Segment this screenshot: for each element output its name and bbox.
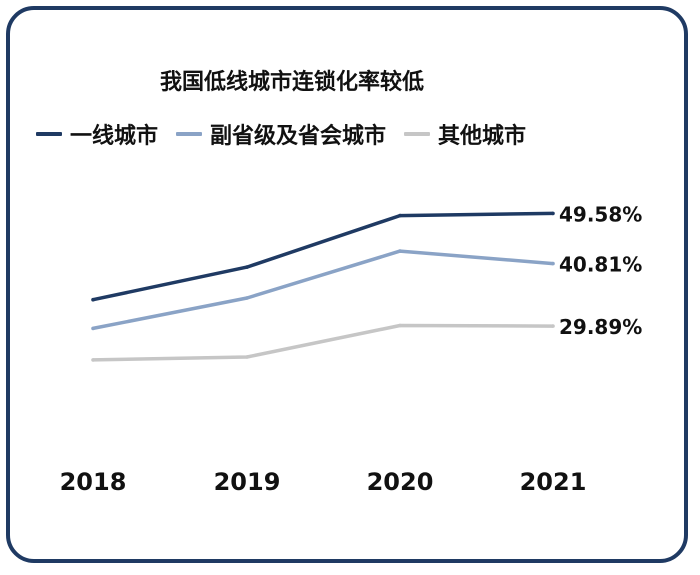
legend-swatch-provincial [176, 132, 203, 136]
data-point [398, 213, 402, 218]
x-tick-label: 2021 [520, 468, 587, 496]
end-value-label: 29.89% [559, 315, 642, 339]
legend-item-provincial: 副省级及省会城市 [176, 118, 386, 150]
chart-frame [6, 6, 688, 563]
end-value-label: 49.58% [559, 202, 642, 226]
data-point [91, 297, 95, 302]
series-line-1 [92, 249, 554, 331]
data-point [245, 265, 249, 269]
legend-label-tier1: 一线城市 [70, 124, 159, 149]
data-point [551, 211, 555, 216]
end-value-label: 40.81% [559, 253, 642, 277]
data-point [245, 355, 249, 359]
legend-item-other: 其他城市 [404, 118, 526, 150]
series-line-0 [92, 211, 554, 302]
legend-swatch-tier1 [36, 132, 62, 136]
data-point [245, 296, 249, 300]
legend: 一线城市 副省级及省会城市 其他城市 [36, 118, 544, 150]
legend-swatch-other [404, 132, 431, 136]
data-point [91, 358, 95, 362]
legend-item-tier1: 一线城市 [36, 118, 158, 150]
data-point [551, 324, 555, 328]
legend-label-other: 其他城市 [438, 124, 527, 149]
data-point [551, 261, 555, 266]
chart-title: 我国低线城市连锁化率较低 [160, 70, 425, 95]
series-line-2 [92, 323, 554, 362]
x-tick-label: 2019 [214, 468, 281, 496]
data-point [398, 249, 402, 253]
data-point [398, 323, 402, 328]
x-tick-label: 2020 [367, 468, 434, 496]
data-point [91, 326, 95, 331]
x-tick-label: 2018 [60, 468, 127, 496]
legend-label-provincial: 副省级及省会城市 [210, 124, 387, 149]
